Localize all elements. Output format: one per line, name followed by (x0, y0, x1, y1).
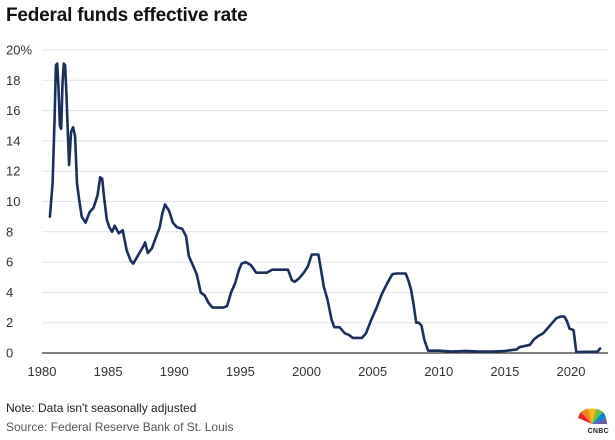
x-axis-tick-labels: 1980 1985 1990 1995 2000 2005 2010 2015 2020 (28, 364, 586, 379)
y-axis-tick-labels: 0 2 4 6 8 10 12 14 16 18 20% (6, 43, 32, 361)
x-tick-label: 2010 (424, 364, 453, 379)
gridlines (42, 49, 608, 354)
x-tick-label: 1985 (94, 364, 123, 379)
y-tick-label: 2 (6, 315, 13, 330)
x-tick-label: 2020 (557, 364, 586, 379)
chart-title: Federal funds effective rate (6, 5, 248, 26)
cnbc-logo-text: CNBC (587, 428, 609, 435)
y-tick-label: 20% (6, 43, 32, 58)
y-tick-label: 0 (6, 346, 13, 361)
y-tick-label: 6 (6, 255, 13, 270)
x-tick-label: 2005 (358, 364, 387, 379)
x-tick-label: 2015 (490, 364, 519, 379)
chart-source: Source: Federal Reserve Bank of St. Loui… (6, 420, 234, 434)
y-tick-label: 12 (6, 164, 20, 179)
cnbc-peacock-logo-icon (578, 408, 608, 424)
y-tick-label: 10 (6, 194, 20, 209)
y-tick-label: 14 (6, 133, 20, 148)
y-tick-label: 16 (6, 103, 20, 118)
x-tick-label: 1980 (28, 364, 57, 379)
x-tick-label: 1995 (226, 364, 255, 379)
y-tick-label: 18 (6, 73, 20, 88)
chart-note: Note: Data isn't seasonally adjusted (6, 401, 197, 415)
y-tick-label: 4 (6, 285, 13, 300)
y-tick-label: 8 (6, 224, 13, 239)
series-line (48, 62, 602, 354)
series-lines (48, 62, 602, 354)
x-tick-label: 1990 (160, 364, 189, 379)
x-tick-label: 2000 (292, 364, 321, 379)
